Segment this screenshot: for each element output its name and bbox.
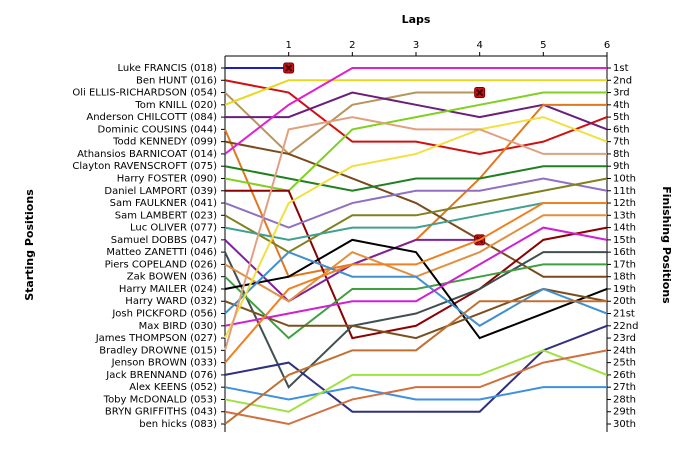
x-tick-label: 3 <box>413 40 419 51</box>
y2-tick-label: 17th <box>613 259 636 270</box>
y-axis-title: Starting Positions <box>23 189 36 301</box>
driver-line <box>224 263 607 340</box>
driver-label: ben hicks (083) <box>139 419 217 430</box>
driver-label: Harry FOSTER (090) <box>117 173 217 184</box>
y2-tick-label: 13th <box>613 210 636 221</box>
driver-label: Athansios BARNICOAT (014) <box>77 149 217 160</box>
driver-label: Daniel LAMPORT (039) <box>104 186 217 197</box>
x-tick-label: 5 <box>540 40 546 51</box>
driver-label: Todd KENNEDY (099) <box>112 137 217 148</box>
driver-label: Zak BOWEN (036) <box>127 272 217 283</box>
driver-line <box>224 386 607 401</box>
x-tick-label: 6 <box>604 40 610 51</box>
driver-line <box>224 226 608 327</box>
driver-label: Piers COPELAND (026) <box>105 259 217 270</box>
driver-label: Harry MAILER (024) <box>119 284 217 295</box>
y2-tick-label: 8th <box>613 149 630 160</box>
driver-line <box>224 116 607 351</box>
driver-label: Matteo ZANETTI (046) <box>106 247 217 258</box>
driver-line <box>224 116 608 339</box>
y2-tick-label: 20th <box>613 296 636 307</box>
y2-tick-label: 21st <box>613 309 635 320</box>
driver-label: Dominic COUSINS (044) <box>98 124 218 135</box>
retired-cross <box>284 64 293 72</box>
driver-label: Jack BRENNAND (076) <box>105 370 217 381</box>
driver-line <box>224 250 608 327</box>
y2-tick-label: 10th <box>613 173 636 184</box>
driver-line <box>224 349 608 413</box>
driver-label: Ben HUNT (016) <box>136 75 217 86</box>
y2-tick-label: 26th <box>613 370 636 381</box>
driver-line <box>224 238 480 303</box>
y2-tick-label: 12th <box>613 198 636 209</box>
driver-label: BRYN GRIFFITHS (043) <box>105 407 217 418</box>
x-axis-title: Laps <box>402 13 431 26</box>
y2-tick-label: 16th <box>613 247 636 258</box>
y2-tick-label: 3rd <box>613 88 630 99</box>
y2-tick-label: 28th <box>613 394 636 405</box>
driver-line <box>224 202 607 364</box>
driver-line <box>224 165 607 192</box>
y2-tick-label: 11th <box>613 186 636 197</box>
driver-label: Luc OLIVER (077) <box>130 223 217 234</box>
y2-tick-label: 30th <box>613 419 636 430</box>
driver-label: Harry WARD (032) <box>125 296 217 307</box>
driver-label: Alex KEENS (052) <box>129 382 217 393</box>
driver-label: Luke FRANCIS (018) <box>118 63 218 74</box>
y2-tick-label: 29th <box>613 407 636 418</box>
driver-line <box>224 67 607 155</box>
y2-tick-label: 4th <box>613 100 630 111</box>
y2-tick-label: 18th <box>613 272 636 283</box>
driver-label: Anderson CHILCOTT (084) <box>86 112 217 123</box>
driver-label: Tom KNILL (020) <box>134 100 217 111</box>
x-tick-label: 4 <box>476 40 482 51</box>
y2-tick-label: 23rd <box>613 333 636 344</box>
driver-label: Bradley DROWNE (015) <box>99 345 217 356</box>
y2-tick-label: 7th <box>613 137 630 148</box>
driver-label: Josh PICKFORD (056) <box>111 309 217 320</box>
y2-tick-label: 27th <box>613 382 636 393</box>
driver-label: Toby McDONALD (053) <box>103 394 217 405</box>
driver-label: Jenson BROWN (033) <box>111 358 217 369</box>
driver-label: James THOMPSON (027) <box>95 333 217 344</box>
y2-tick-label: 6th <box>613 124 630 135</box>
driver-line <box>224 238 608 340</box>
driver-label: Samuel DOBBS (047) <box>111 235 217 246</box>
y2-tick-label: 15th <box>613 235 636 246</box>
driver-line <box>224 91 480 156</box>
y2-tick-label: 14th <box>613 223 636 234</box>
y2-tick-label: 5th <box>613 112 630 123</box>
driver-label: Sam FAULKNER (041) <box>110 198 217 209</box>
driver-label: Sam LAMBERT (023) <box>115 210 217 221</box>
retired-cross <box>475 88 484 97</box>
y2-tick-label: 22nd <box>613 321 638 332</box>
driver-label: Clayton RAVENSCROFT (075) <box>72 161 217 172</box>
driver-line <box>224 79 608 155</box>
driver-line <box>224 79 607 106</box>
driver-line <box>225 189 608 340</box>
y2-tick-label: 9th <box>613 161 630 172</box>
y2-axis-title: Finishing Positions <box>660 186 673 304</box>
driver-line <box>224 349 608 426</box>
y2-tick-label: 2nd <box>613 75 632 86</box>
driver-line <box>224 177 608 229</box>
driver-label: Oli ELLIS-RICHARDSON (054) <box>72 88 217 99</box>
driver-line <box>224 251 607 389</box>
driver-line <box>224 300 607 425</box>
y2-tick-label: 1st <box>613 63 629 74</box>
driver-line <box>224 202 607 241</box>
x-tick-label: 1 <box>285 40 291 51</box>
y2-tick-label: 19th <box>613 284 636 295</box>
x-tick-label: 2 <box>349 40 355 51</box>
driver-label: Max BIRD (030) <box>139 321 217 332</box>
driver-line <box>224 140 607 278</box>
y2-tick-label: 25th <box>613 358 636 369</box>
y2-tick-label: 24th <box>613 345 636 356</box>
